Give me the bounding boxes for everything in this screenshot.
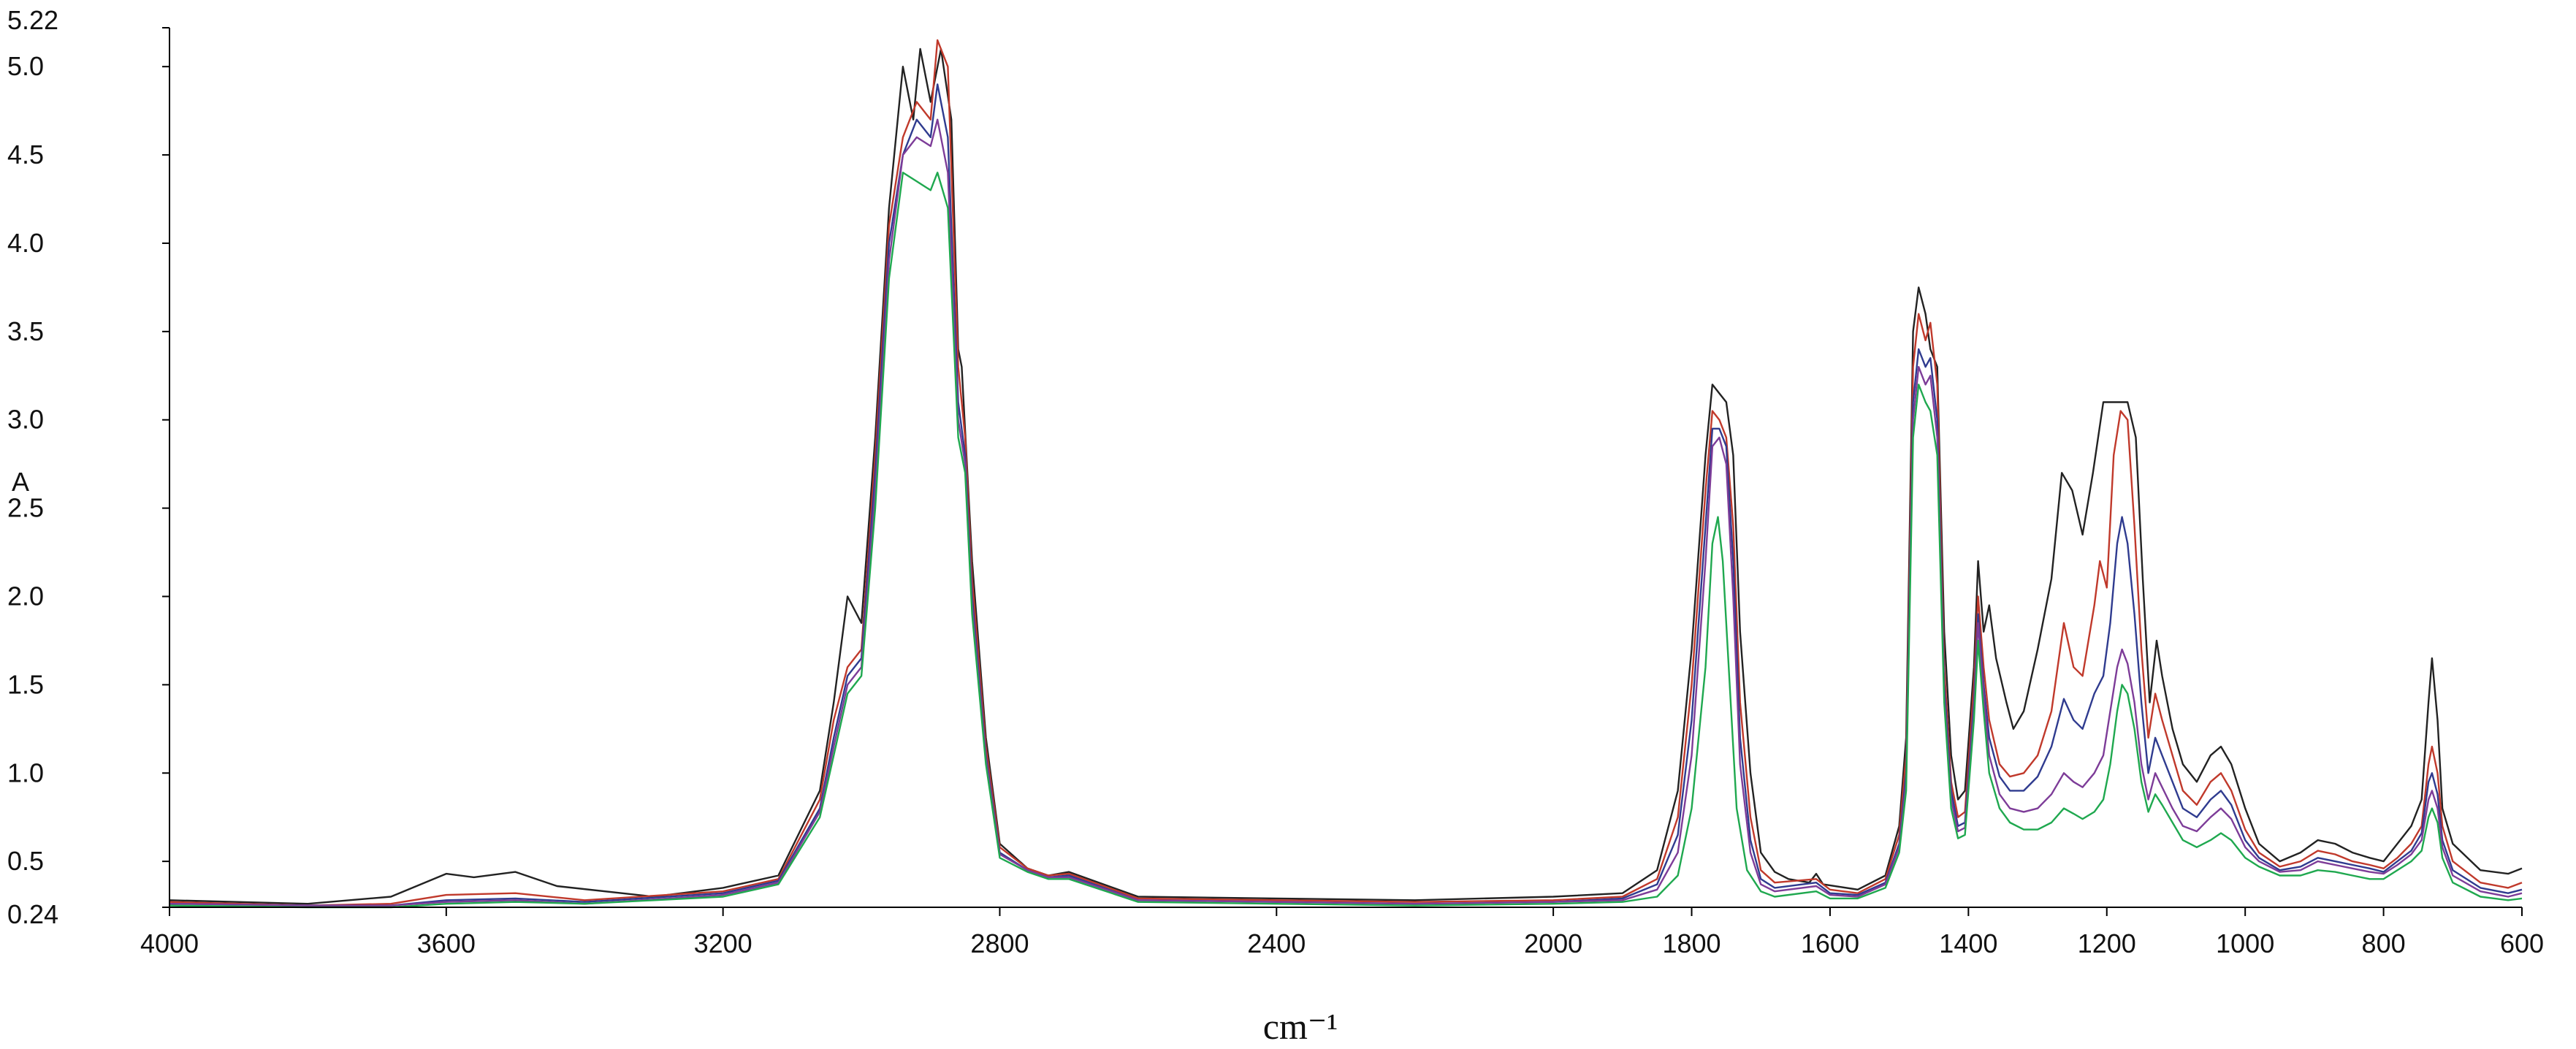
x-tick-label: 1200	[2078, 928, 2136, 958]
y-tick-label: 0.24	[7, 899, 58, 929]
y-tick-label: 1.5	[7, 669, 44, 699]
x-axis-ticks: 4000 3600 3200 2800 2400 2000 1800 1600 1400 1200…	[140, 907, 2544, 958]
y-tick-label: 2.5	[7, 493, 44, 523]
y-axis-title: A	[12, 467, 29, 497]
y-tick-label: 3.0	[7, 405, 44, 435]
y-tick-label: 4.0	[7, 228, 44, 258]
x-tick-label: 1600	[1801, 928, 1859, 958]
spectrum-line-2	[169, 39, 2523, 907]
y-tick-label: 0.5	[7, 846, 44, 876]
y-tick-label: 5.22	[7, 5, 58, 35]
x-axis-title: cm⁻¹	[1263, 1006, 1338, 1047]
x-tick-label: 800	[2362, 928, 2406, 958]
x-tick-label: 3200	[694, 928, 752, 958]
spectrum-line-3	[169, 83, 2523, 907]
spectra-series-group	[169, 39, 2523, 909]
spectrum-line-5	[169, 172, 2523, 909]
y-tick-label: 5.0	[7, 51, 44, 81]
y-tick-label: 1.0	[7, 758, 44, 787]
x-tick-label: 2800	[970, 928, 1029, 958]
spectrum-line-1	[169, 47, 2523, 905]
x-tick-label: 600	[2500, 928, 2544, 958]
x-tick-label: 1000	[2216, 928, 2274, 958]
y-tick-label: 2.0	[7, 581, 44, 611]
y-axis-ticks: 0.24 0.5 1.0 1.5 2.0 2.5 3.0 3.5 4.0 4.5 5.0 5.22	[7, 5, 169, 929]
y-tick-label: 4.5	[7, 140, 44, 169]
x-tick-label: 1400	[1939, 928, 1997, 958]
x-tick-label: 2000	[1524, 928, 1582, 958]
x-tick-label: 4000	[140, 928, 199, 958]
x-tick-label: 2400	[1247, 928, 1306, 958]
x-tick-label: 1800	[1662, 928, 1720, 958]
x-tick-label: 3600	[417, 928, 476, 958]
spectrum-line-4	[169, 118, 2523, 907]
y-tick-label: 3.5	[7, 316, 44, 346]
